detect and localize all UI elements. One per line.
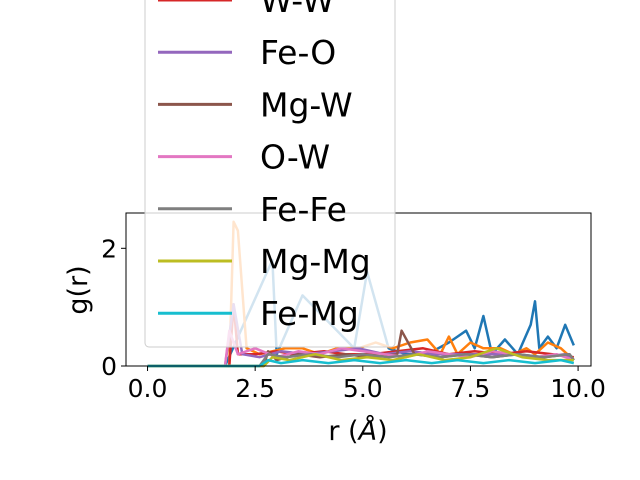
series-line-fe-mg — [147, 358, 575, 368]
y-tick-label: 2 — [101, 234, 117, 263]
x-tick-label: 10.0 — [550, 374, 606, 403]
x-tick-label: 0.0 — [128, 374, 168, 403]
legend-label-mg-w: Mg-W — [260, 85, 353, 124]
legend-label-mg-mg: Mg-Mg — [260, 242, 371, 281]
legend-label-w-w: W-W — [260, 0, 335, 20]
x-tick-label: 5.0 — [343, 374, 383, 403]
x-tick-label: 2.5 — [235, 374, 275, 403]
y-tick-label: 0 — [101, 352, 117, 381]
ticks-layer: 0.0 2.5 5.0 7.5 10.0 0 2 — [101, 234, 606, 403]
series-line-mg-mg — [147, 347, 574, 368]
x-axis-label: r (Å) — [328, 415, 387, 447]
legend-label-fe-mg: Fe-Mg — [260, 294, 359, 333]
y-axis-label: g(r) — [63, 265, 94, 314]
x-tick-label: 7.5 — [451, 374, 491, 403]
legend-label-fe-fe: Fe-Fe — [260, 190, 347, 229]
legend-label-fe-o: Fe-O — [260, 33, 336, 72]
legend: W-W Fe-O Mg-W O-W Fe-Fe Mg-Mg Fe-Mg — [144, 0, 396, 348]
legend-label-o-w: O-W — [260, 138, 330, 177]
series-line-fe-fe — [147, 352, 575, 368]
